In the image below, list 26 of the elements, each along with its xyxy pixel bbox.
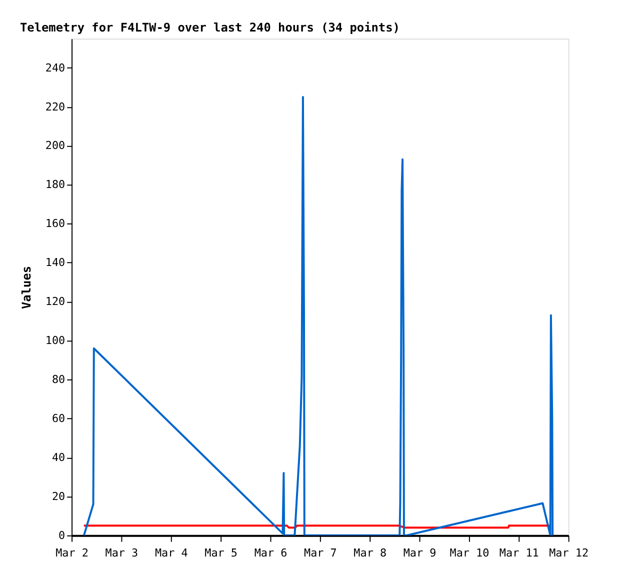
chart-title: Telemetry for F4LTW-9 over last 240 hours (34 points) <box>20 20 400 35</box>
y-tick-label: 80 <box>52 373 66 386</box>
x-tick-label: Mar 7 <box>304 546 337 560</box>
y-tick-label: 120 <box>45 295 66 308</box>
y-tick-label: 200 <box>45 139 66 152</box>
y-tick-label: 60 <box>52 412 66 425</box>
x-tick-label: Mar 6 <box>254 546 288 560</box>
x-tick-label: Mar 9 <box>403 546 436 560</box>
y-tick-label: 140 <box>45 256 66 270</box>
y-axis-title: Values <box>19 266 34 309</box>
x-tick-label: Mar 10 <box>450 546 490 560</box>
y-tick-label: 240 <box>45 61 66 74</box>
y-tick-label: 180 <box>45 178 66 192</box>
x-tick-label: Mar 2 <box>56 546 88 560</box>
x-tick-label: Mar 12 <box>549 546 589 560</box>
x-tick-label: Mar 3 <box>105 546 138 560</box>
y-tick-label: 0 <box>58 528 66 542</box>
y-tick-label: 20 <box>52 490 66 503</box>
x-tick-label: Mar 5 <box>204 546 238 560</box>
x-tick-label: Mar 8 <box>354 546 387 560</box>
y-tick-label: 40 <box>52 450 66 464</box>
y-tick-label: 100 <box>45 334 66 348</box>
y-tick-label: 220 <box>45 100 66 114</box>
x-tick-label: Mar 11 <box>499 546 539 560</box>
x-tick-label: Mar 4 <box>154 546 188 560</box>
y-tick-label: 160 <box>45 217 66 230</box>
